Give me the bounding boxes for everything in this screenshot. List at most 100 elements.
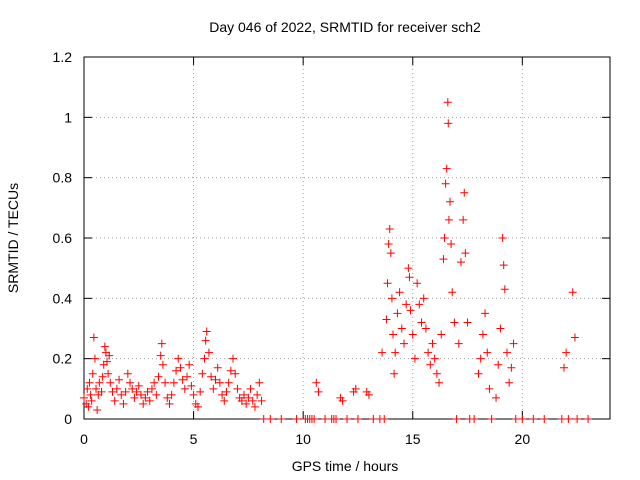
data-point — [387, 294, 396, 303]
data-point — [405, 273, 414, 282]
data-point — [165, 399, 174, 408]
data-point — [450, 318, 459, 327]
data-point — [559, 363, 568, 372]
data-point — [364, 390, 373, 399]
x-tick-label: 5 — [190, 431, 198, 447]
data-point — [509, 339, 518, 348]
data-point — [385, 224, 394, 233]
data-point — [408, 330, 417, 339]
data-point — [224, 378, 233, 387]
data-point — [103, 357, 112, 366]
data-point — [439, 255, 448, 264]
data-point — [169, 378, 178, 387]
data-point — [441, 179, 450, 188]
x-tick-label: 10 — [295, 431, 311, 447]
data-point — [163, 393, 172, 402]
y-tick-label: 0 — [64, 411, 72, 427]
data-point — [207, 372, 216, 381]
data-point — [110, 396, 119, 405]
data-point — [314, 387, 323, 396]
data-point — [485, 384, 494, 393]
x-tick-label: 20 — [515, 431, 531, 447]
data-point — [167, 390, 176, 399]
data-point — [415, 300, 424, 309]
data-point — [562, 348, 571, 357]
data-point — [185, 360, 194, 369]
data-point — [128, 384, 137, 393]
data-point — [233, 384, 242, 393]
y-tick-label: 1.2 — [53, 49, 73, 65]
data-point — [443, 98, 452, 107]
data-point — [540, 415, 549, 423]
data-point — [176, 363, 185, 372]
data-point — [507, 363, 516, 372]
data-point — [564, 415, 573, 423]
data-point — [237, 396, 246, 405]
data-point — [447, 240, 456, 249]
data-point — [384, 240, 393, 249]
data-point — [417, 318, 426, 327]
data-point — [202, 327, 211, 336]
data-point — [154, 372, 163, 381]
grid — [84, 57, 610, 419]
data-point — [198, 369, 207, 378]
data-point — [383, 279, 392, 288]
data-point — [496, 324, 505, 333]
data-point — [470, 415, 479, 423]
data-point — [189, 390, 198, 399]
data-point — [218, 390, 227, 399]
x-tick-label: 0 — [80, 431, 88, 447]
data-point — [476, 354, 485, 363]
data-point — [452, 415, 461, 423]
data-point — [90, 354, 99, 363]
data-point — [499, 261, 508, 270]
data-point — [492, 393, 501, 402]
data-point — [180, 384, 189, 393]
data-point — [201, 336, 210, 345]
data-point — [183, 372, 192, 381]
data-point — [395, 288, 404, 297]
data-point — [209, 384, 218, 393]
data-point — [391, 348, 400, 357]
chart-title: Day 046 of 2022, SRMTID for receiver sch… — [209, 19, 481, 35]
data-point — [100, 342, 109, 351]
data-point — [456, 258, 465, 267]
data-point — [332, 415, 341, 423]
data-point — [397, 324, 406, 333]
y-tick-label: 1 — [64, 109, 72, 125]
y-tick-label: 0.6 — [53, 230, 73, 246]
data-point — [119, 399, 128, 408]
data-point — [338, 396, 347, 405]
data-point — [147, 384, 156, 393]
data-point — [121, 387, 130, 396]
data-point — [226, 366, 235, 375]
data-point — [93, 405, 102, 414]
data-point — [222, 387, 231, 396]
data-point — [200, 354, 209, 363]
data-point — [399, 339, 408, 348]
data-point — [428, 339, 437, 348]
data-point — [85, 378, 94, 387]
data-point — [220, 396, 229, 405]
data-point — [139, 399, 148, 408]
data-point — [244, 393, 253, 402]
data-point — [292, 415, 301, 423]
data-point — [250, 402, 259, 411]
data-point — [89, 333, 98, 342]
data-point — [386, 249, 395, 258]
data-point — [156, 351, 165, 360]
data-point — [213, 363, 222, 372]
data-point — [380, 415, 389, 423]
data-point — [481, 309, 490, 318]
data-point — [406, 306, 415, 315]
data-point — [83, 384, 92, 393]
data-point — [246, 384, 255, 393]
data-point — [126, 378, 135, 387]
data-point — [419, 294, 428, 303]
data-point — [157, 339, 166, 348]
data-point — [187, 381, 196, 390]
data-point — [242, 399, 251, 408]
data-point — [174, 354, 183, 363]
data-point — [442, 164, 451, 173]
